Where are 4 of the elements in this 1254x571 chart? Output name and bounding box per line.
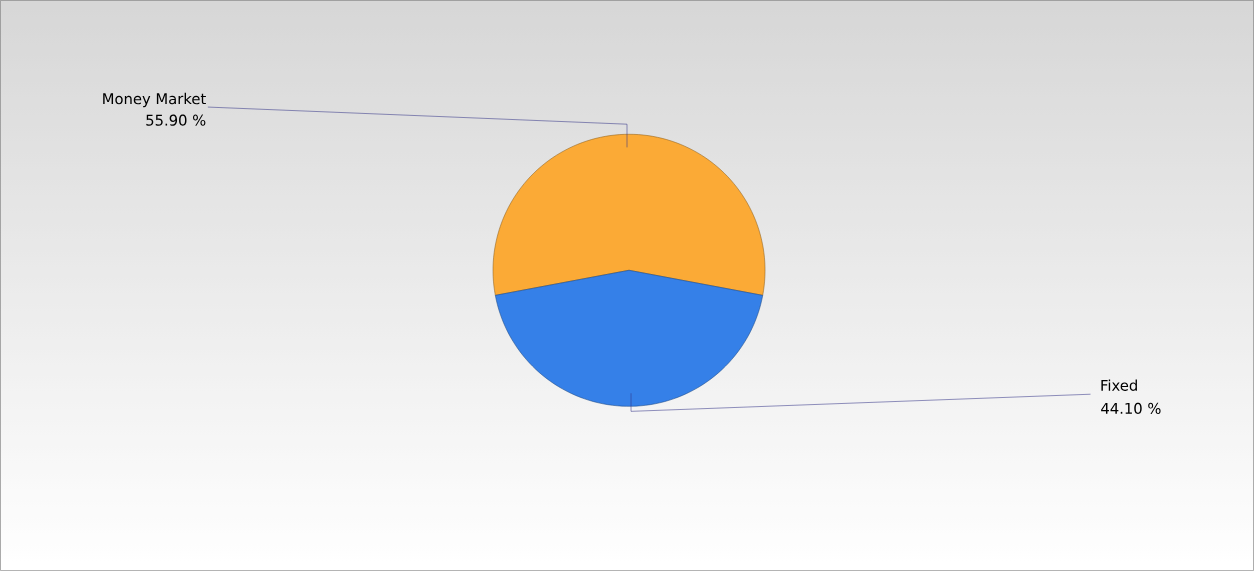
data-label: 55.90 % [146,114,206,126]
slice-label: Money Market [103,92,206,108]
slice-label: Fixed [1101,379,1137,391]
data-label: 44.10 % [1101,402,1161,414]
